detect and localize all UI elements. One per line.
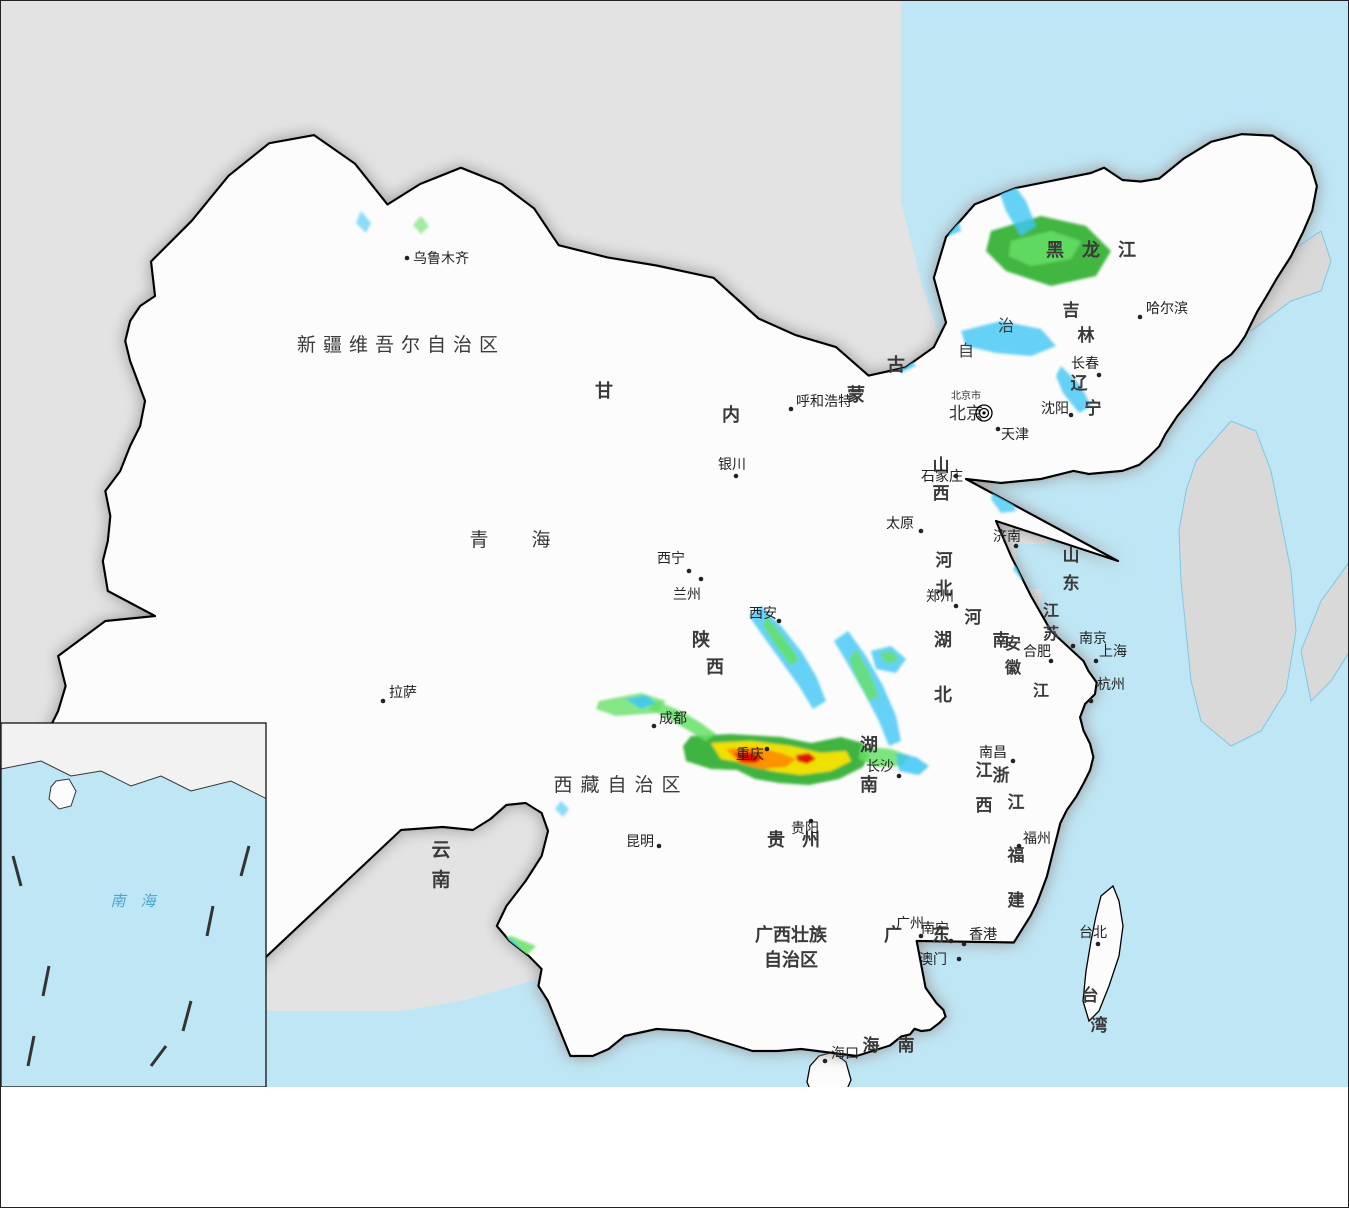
svg-text:甘: 甘 xyxy=(595,381,613,401)
svg-text:山: 山 xyxy=(1063,546,1080,565)
svg-text:乌鲁木齐: 乌鲁木齐 xyxy=(413,250,469,266)
svg-text:海口: 海口 xyxy=(831,1045,859,1061)
svg-text:陕: 陕 xyxy=(692,629,710,650)
svg-text:建: 建 xyxy=(1008,890,1025,910)
svg-text:福: 福 xyxy=(1007,845,1025,865)
svg-text:宁: 宁 xyxy=(1085,398,1102,418)
svg-text:南 海: 南 海 xyxy=(110,893,157,910)
svg-text:河: 河 xyxy=(936,551,953,570)
svg-text:湖: 湖 xyxy=(934,630,952,650)
svg-text:林: 林 xyxy=(1078,325,1095,345)
svg-text:自治区: 自治区 xyxy=(764,949,818,970)
svg-text:江: 江 xyxy=(976,761,993,780)
svg-text:苏: 苏 xyxy=(1043,624,1059,643)
svg-text:兰州: 兰州 xyxy=(673,586,701,602)
svg-text:南昌: 南昌 xyxy=(979,744,1007,760)
svg-text:吉: 吉 xyxy=(1063,301,1080,320)
svg-text:天津: 天津 xyxy=(1001,426,1029,442)
svg-text:上海: 上海 xyxy=(1099,643,1127,659)
svg-text:江: 江 xyxy=(1008,793,1025,812)
svg-text:西藏自治区: 西藏自治区 xyxy=(553,774,688,796)
svg-text:新疆维吾尔自治区: 新疆维吾尔自治区 xyxy=(297,334,505,356)
svg-text:徽: 徽 xyxy=(1004,658,1022,677)
svg-text:香港: 香港 xyxy=(969,926,997,942)
svg-text:辽: 辽 xyxy=(1071,374,1089,393)
svg-text:河: 河 xyxy=(965,608,982,627)
svg-text:黑 龙 江: 黑 龙 江 xyxy=(1046,239,1136,260)
svg-text:浙: 浙 xyxy=(993,765,1010,785)
svg-text:南宁: 南宁 xyxy=(921,920,949,936)
svg-text:南: 南 xyxy=(993,630,1010,650)
svg-text:贵: 贵 xyxy=(767,830,785,850)
svg-text:北京: 北京 xyxy=(949,404,983,423)
svg-text:石家庄: 石家庄 xyxy=(921,468,963,484)
svg-text:西: 西 xyxy=(933,484,950,503)
svg-text:郑州: 郑州 xyxy=(926,588,954,604)
svg-text:银川: 银川 xyxy=(718,456,746,472)
svg-text:西安: 西安 xyxy=(749,605,777,621)
svg-text:北京市: 北京市 xyxy=(951,389,981,402)
svg-text:青 海: 青 海 xyxy=(469,529,562,551)
svg-text:贵阳: 贵阳 xyxy=(791,820,819,836)
svg-text:杭州: 杭州 xyxy=(1097,676,1125,692)
svg-text:湾: 湾 xyxy=(1091,1015,1108,1035)
svg-text:拉萨: 拉萨 xyxy=(389,684,417,700)
svg-text:治: 治 xyxy=(998,317,1014,335)
svg-text:北: 北 xyxy=(934,685,952,705)
svg-text:广西壮族: 广西壮族 xyxy=(755,924,828,945)
svg-text:重庆: 重庆 xyxy=(736,746,764,762)
svg-text:昆明: 昆明 xyxy=(626,833,654,849)
svg-text:西: 西 xyxy=(706,657,724,677)
svg-text:海: 海 xyxy=(863,1035,880,1055)
svg-text:南: 南 xyxy=(860,774,878,795)
svg-text:西: 西 xyxy=(976,796,993,815)
svg-text:福州: 福州 xyxy=(1023,830,1051,846)
svg-text:江: 江 xyxy=(1043,602,1059,620)
svg-text:云: 云 xyxy=(431,840,450,861)
svg-text:广州: 广州 xyxy=(896,915,924,931)
svg-text:哈尔滨: 哈尔滨 xyxy=(1146,300,1188,316)
svg-text:内: 内 xyxy=(722,404,740,425)
svg-text:长沙: 长沙 xyxy=(866,758,894,774)
svg-text:长春: 长春 xyxy=(1071,355,1099,371)
svg-text:济南: 济南 xyxy=(993,528,1021,544)
svg-text:台北: 台北 xyxy=(1079,924,1107,940)
svg-text:成都: 成都 xyxy=(659,710,687,726)
svg-text:呼和浩特: 呼和浩特 xyxy=(796,393,852,409)
svg-text:合肥: 合肥 xyxy=(1023,643,1051,659)
svg-text:江: 江 xyxy=(1033,682,1049,700)
svg-text:湖: 湖 xyxy=(860,735,878,755)
svg-text:南: 南 xyxy=(898,1035,915,1055)
svg-text:沈阳: 沈阳 xyxy=(1041,400,1069,416)
svg-text:太原: 太原 xyxy=(886,515,914,531)
svg-text:古: 古 xyxy=(887,354,905,375)
svg-text:台: 台 xyxy=(1082,985,1099,1005)
svg-text:西宁: 西宁 xyxy=(657,550,685,566)
svg-text:澳门: 澳门 xyxy=(919,951,947,967)
svg-text:自: 自 xyxy=(958,342,974,360)
svg-text:东: 东 xyxy=(1063,573,1080,593)
svg-text:南: 南 xyxy=(431,869,450,891)
